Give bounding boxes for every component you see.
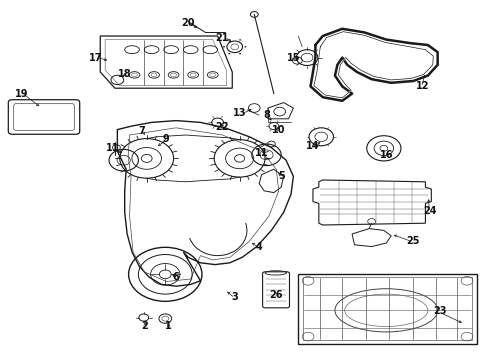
Text: 5: 5 bbox=[277, 171, 284, 181]
Text: 11: 11 bbox=[105, 143, 119, 153]
Text: 20: 20 bbox=[181, 18, 195, 28]
Text: 1: 1 bbox=[165, 321, 172, 331]
Circle shape bbox=[223, 46, 224, 48]
Text: 25: 25 bbox=[406, 236, 419, 246]
Circle shape bbox=[239, 39, 241, 41]
Text: 23: 23 bbox=[432, 306, 446, 316]
Text: 4: 4 bbox=[255, 242, 262, 252]
Text: 9: 9 bbox=[163, 134, 169, 144]
Circle shape bbox=[244, 46, 246, 48]
Circle shape bbox=[228, 39, 230, 41]
Text: 16: 16 bbox=[379, 150, 392, 160]
Circle shape bbox=[228, 53, 230, 54]
Text: 13: 13 bbox=[232, 108, 246, 118]
Text: 21: 21 bbox=[215, 33, 229, 43]
Text: 19: 19 bbox=[15, 89, 29, 99]
Text: 15: 15 bbox=[286, 53, 300, 63]
Text: 6: 6 bbox=[172, 272, 179, 282]
Text: 17: 17 bbox=[88, 53, 102, 63]
Text: 7: 7 bbox=[138, 126, 145, 136]
Circle shape bbox=[239, 53, 241, 54]
Text: 10: 10 bbox=[271, 125, 285, 135]
Text: 24: 24 bbox=[423, 206, 436, 216]
Text: 12: 12 bbox=[415, 81, 429, 91]
Text: 18: 18 bbox=[118, 69, 131, 79]
Text: 8: 8 bbox=[263, 110, 269, 120]
Text: 22: 22 bbox=[215, 122, 229, 132]
Text: 2: 2 bbox=[141, 321, 147, 331]
Text: 26: 26 bbox=[269, 290, 283, 300]
Text: 14: 14 bbox=[305, 141, 319, 151]
Text: 11: 11 bbox=[254, 148, 268, 158]
Text: 3: 3 bbox=[231, 292, 238, 302]
